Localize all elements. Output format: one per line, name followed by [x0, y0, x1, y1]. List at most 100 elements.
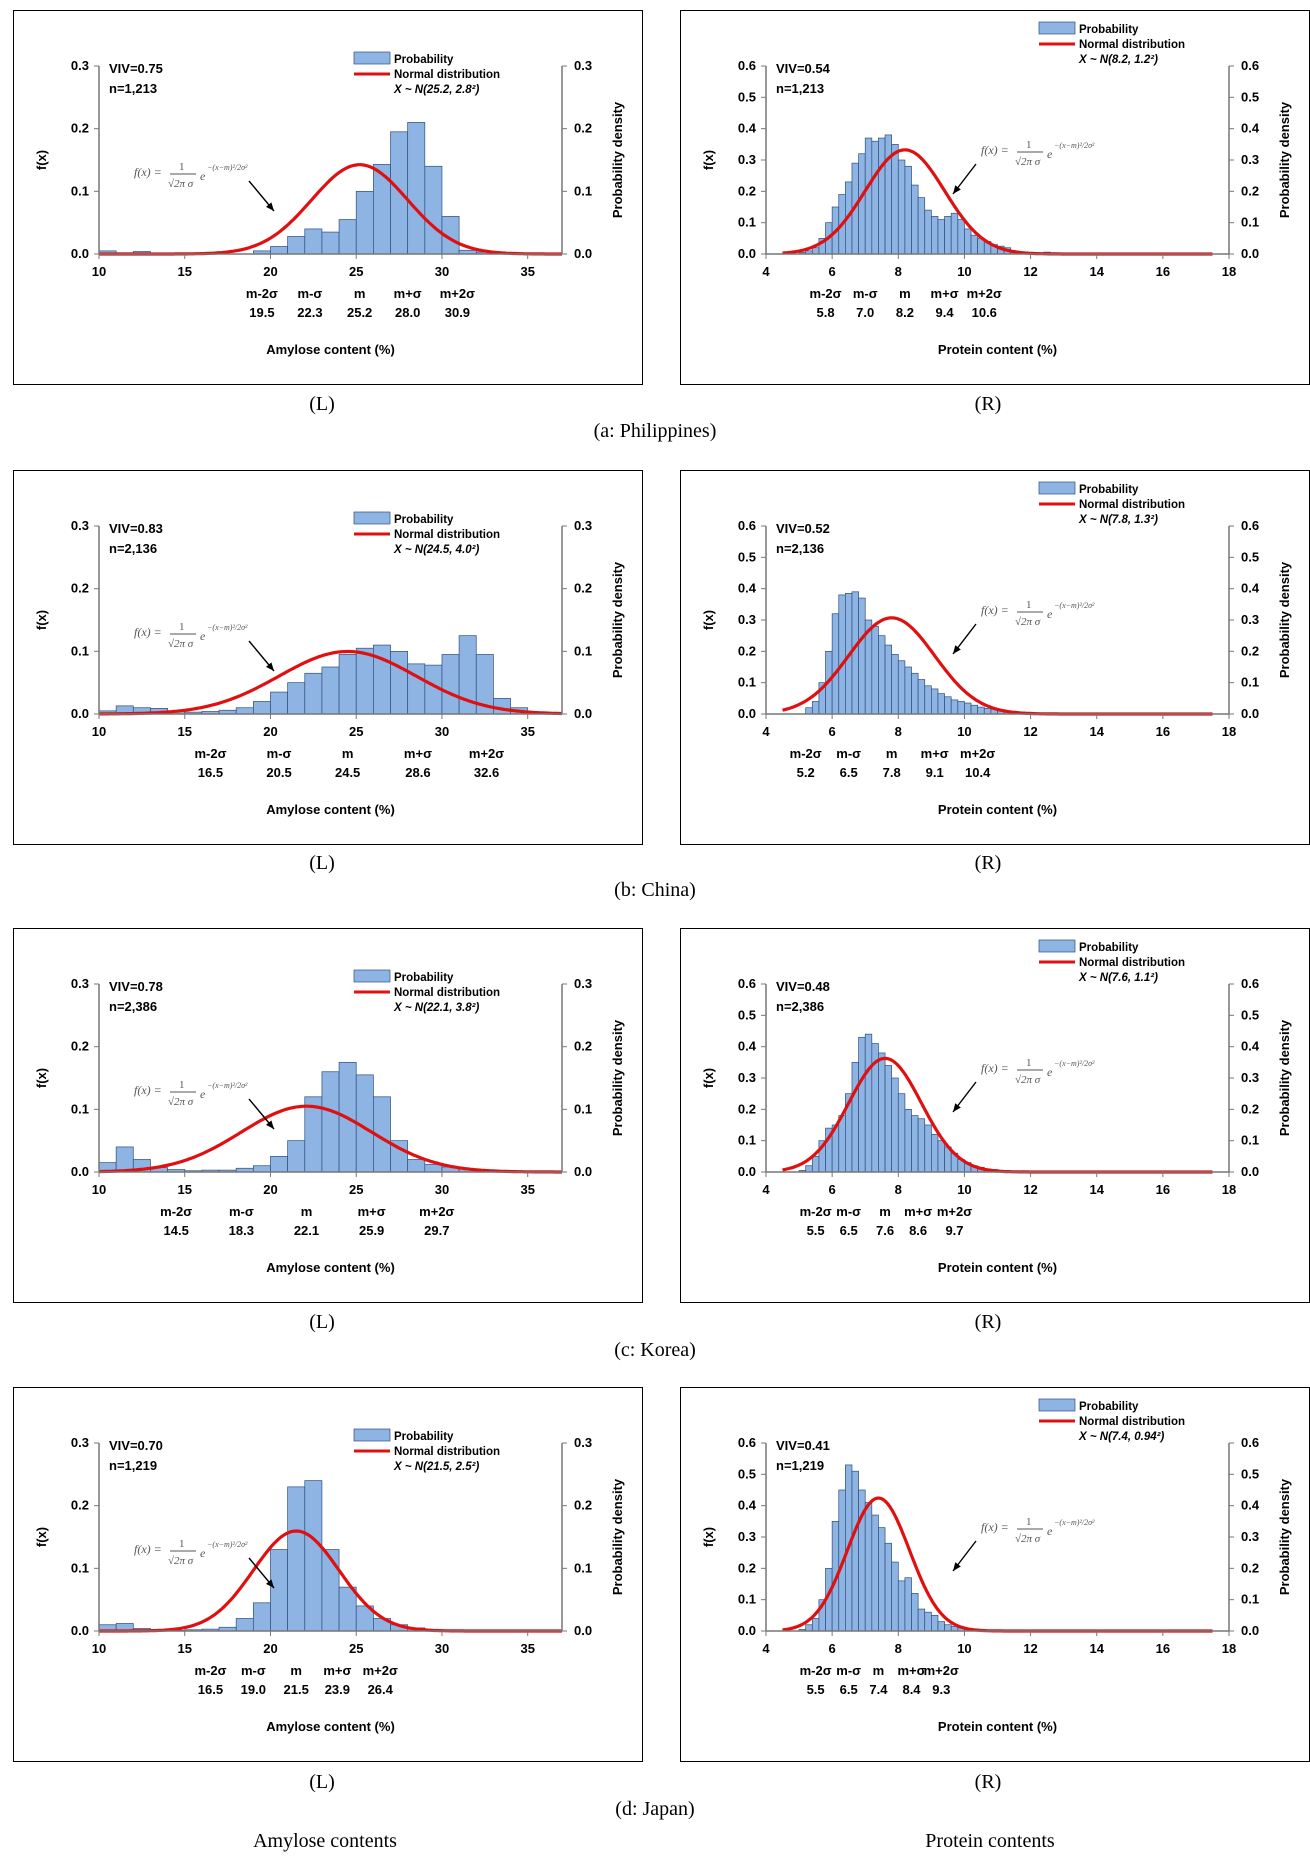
caption-right: (R) [974, 1311, 1002, 1333]
y-tick-label-right: 0.1 [1241, 215, 1259, 230]
y-tick-label: 0.2 [738, 643, 756, 658]
sigma-value: 9.3 [932, 1682, 950, 1697]
y-tick-label: 0.2 [71, 581, 89, 596]
histogram-bar [924, 1611, 932, 1632]
x-tick-label: 14 [1089, 724, 1104, 739]
sigma-value: 26.4 [368, 1682, 394, 1697]
formula-text: −(x−m)²/2σ² [1054, 141, 1095, 150]
legend-bar-label: Probability [394, 54, 454, 66]
formula-annotation: f(x) = 1 √2π σ e−(x−m)²/2σ² [134, 621, 248, 650]
histogram-bar [390, 650, 409, 715]
histogram-bar [851, 1470, 859, 1632]
y-tick-label: 0.1 [738, 1592, 756, 1607]
distribution-label: X ~ N(7.4, 0.94²) [1078, 1431, 1164, 1443]
sigma-value: 30.9 [445, 305, 470, 320]
x-tick-label: 14 [1089, 264, 1104, 279]
y-axis-title-left: f(x) [34, 150, 49, 170]
n-label: n=2,386 [109, 999, 157, 1014]
arrow-head [266, 1120, 274, 1129]
histogram-bar [957, 219, 965, 255]
sigma-value: 24.5 [335, 765, 360, 780]
distribution-label: X ~ N(22.1, 3.8²) [393, 1002, 479, 1014]
legend-curve-label: Normal distribution [394, 529, 500, 541]
histogram-bar [811, 701, 820, 715]
sigma-label: m+2σ [440, 286, 475, 301]
y-tick-label-right: 0.1 [1241, 1133, 1259, 1148]
chart-panel-b-right: 0.0 0.0 0.1 0.1 0.2 0.2 0.3 0.3 0.4 0.4 0.5 0.5 0.6 0… [680, 470, 1310, 845]
formula-text: −(x−m)²/2σ² [207, 1540, 248, 1549]
formula-text: f(x) = [981, 603, 1009, 617]
region-caption: (d: Japan) [615, 1798, 695, 1820]
histogram-bar [904, 1108, 912, 1173]
sigma-label: m+2σ [469, 746, 504, 761]
histogram-bar [355, 190, 374, 255]
arrow-head [953, 1562, 961, 1571]
histogram-bar [287, 1140, 306, 1173]
x-tick-label: 16 [1156, 1182, 1170, 1197]
histogram-bar [407, 122, 426, 255]
legend-bar-swatch [353, 51, 391, 65]
histogram-bar [891, 654, 899, 715]
formula-text: 1 [179, 1079, 185, 1091]
caption-left: (L) [309, 393, 335, 415]
x-tick-label: 14 [1089, 1641, 1104, 1656]
sigma-label: m-σ [267, 746, 292, 761]
y-tick-label-right: 0.1 [574, 183, 592, 198]
histogram-bar [897, 1093, 906, 1173]
y-axis-title-left: f(x) [34, 1527, 49, 1547]
sigma-label: m+2σ [924, 1663, 959, 1678]
histogram-bar [924, 1124, 932, 1173]
x-tick-label: 25 [349, 1641, 363, 1656]
distribution-label: X ~ N(24.5, 4.0²) [393, 544, 479, 556]
y-tick-label: 0.1 [738, 215, 756, 230]
normal-curve [98, 1104, 562, 1174]
x-axis-title: Amylose content (%) [266, 1260, 395, 1275]
formula-annotation: f(x) = 1 √2π σ e−(x−m)²/2σ² [981, 139, 1095, 168]
histogram-bar [904, 165, 912, 255]
sigma-label: m-2σ [246, 286, 278, 301]
footer-amylose: Amylose contents [253, 1830, 397, 1852]
y-tick-label-right: 0.2 [1241, 643, 1259, 658]
y-axis-title-left: f(x) [701, 150, 716, 170]
histogram-bar [805, 1165, 813, 1173]
histogram-bar [304, 228, 323, 255]
histogram-bar [931, 1614, 939, 1632]
histogram-bar [917, 679, 926, 715]
formula-annotation: f(x) = 1 √2π σ e−(x−m)²/2σ² [981, 1516, 1095, 1545]
sigma-value: 9.1 [926, 765, 944, 780]
chart-panel-d-left: 0.0 0.0 0.1 0.1 0.2 0.2 0.3 0.3 10 15 20 25 30 35 m-2σ… [13, 1387, 643, 1762]
histogram-bar [983, 708, 992, 715]
sigma-label: m [301, 1204, 313, 1219]
x-tick-label: 6 [829, 724, 836, 739]
sigma-value: 7.0 [856, 305, 874, 320]
legend-curve-label: Normal distribution [1079, 1416, 1185, 1428]
histogram-bar [858, 1036, 866, 1173]
y-tick-label-right: 0.4 [1241, 1039, 1260, 1054]
y-tick-label-right: 0.6 [1241, 1435, 1259, 1450]
histogram-bar [858, 597, 866, 715]
histogram-bar [864, 137, 873, 255]
x-axis-title: Protein content (%) [938, 802, 1057, 817]
formula-annotation: f(x) = 1 √2π σ e−(x−m)²/2σ² [134, 1538, 248, 1567]
sigma-value: 22.1 [294, 1223, 319, 1238]
y-tick-label: 0.6 [738, 1435, 756, 1450]
histogram-bar [937, 219, 945, 255]
y-axis-title-right: Probability density [610, 101, 625, 218]
histogram-bar [904, 666, 912, 715]
sigma-label: m-σ [853, 286, 878, 301]
histogram-bar [970, 704, 979, 715]
sigma-label: m+σ [404, 746, 432, 761]
formula-annotation: f(x) = 1 √2π σ e−(x−m)²/2σ² [981, 1057, 1095, 1086]
arrow-head [953, 645, 961, 654]
histogram-bar [851, 591, 859, 715]
x-tick-label: 30 [435, 724, 449, 739]
y-tick-label-right: 0.2 [574, 581, 592, 596]
sigma-label: m-σ [836, 1204, 861, 1219]
histogram-bar [287, 236, 306, 255]
formula-text: e [1047, 1524, 1053, 1538]
y-tick-label-right: 0.0 [1241, 1623, 1259, 1638]
x-tick-label: 12 [1023, 1182, 1037, 1197]
arrow-head [953, 185, 961, 194]
y-tick-label: 0.1 [71, 643, 89, 658]
sigma-value: 9.7 [945, 1223, 963, 1238]
